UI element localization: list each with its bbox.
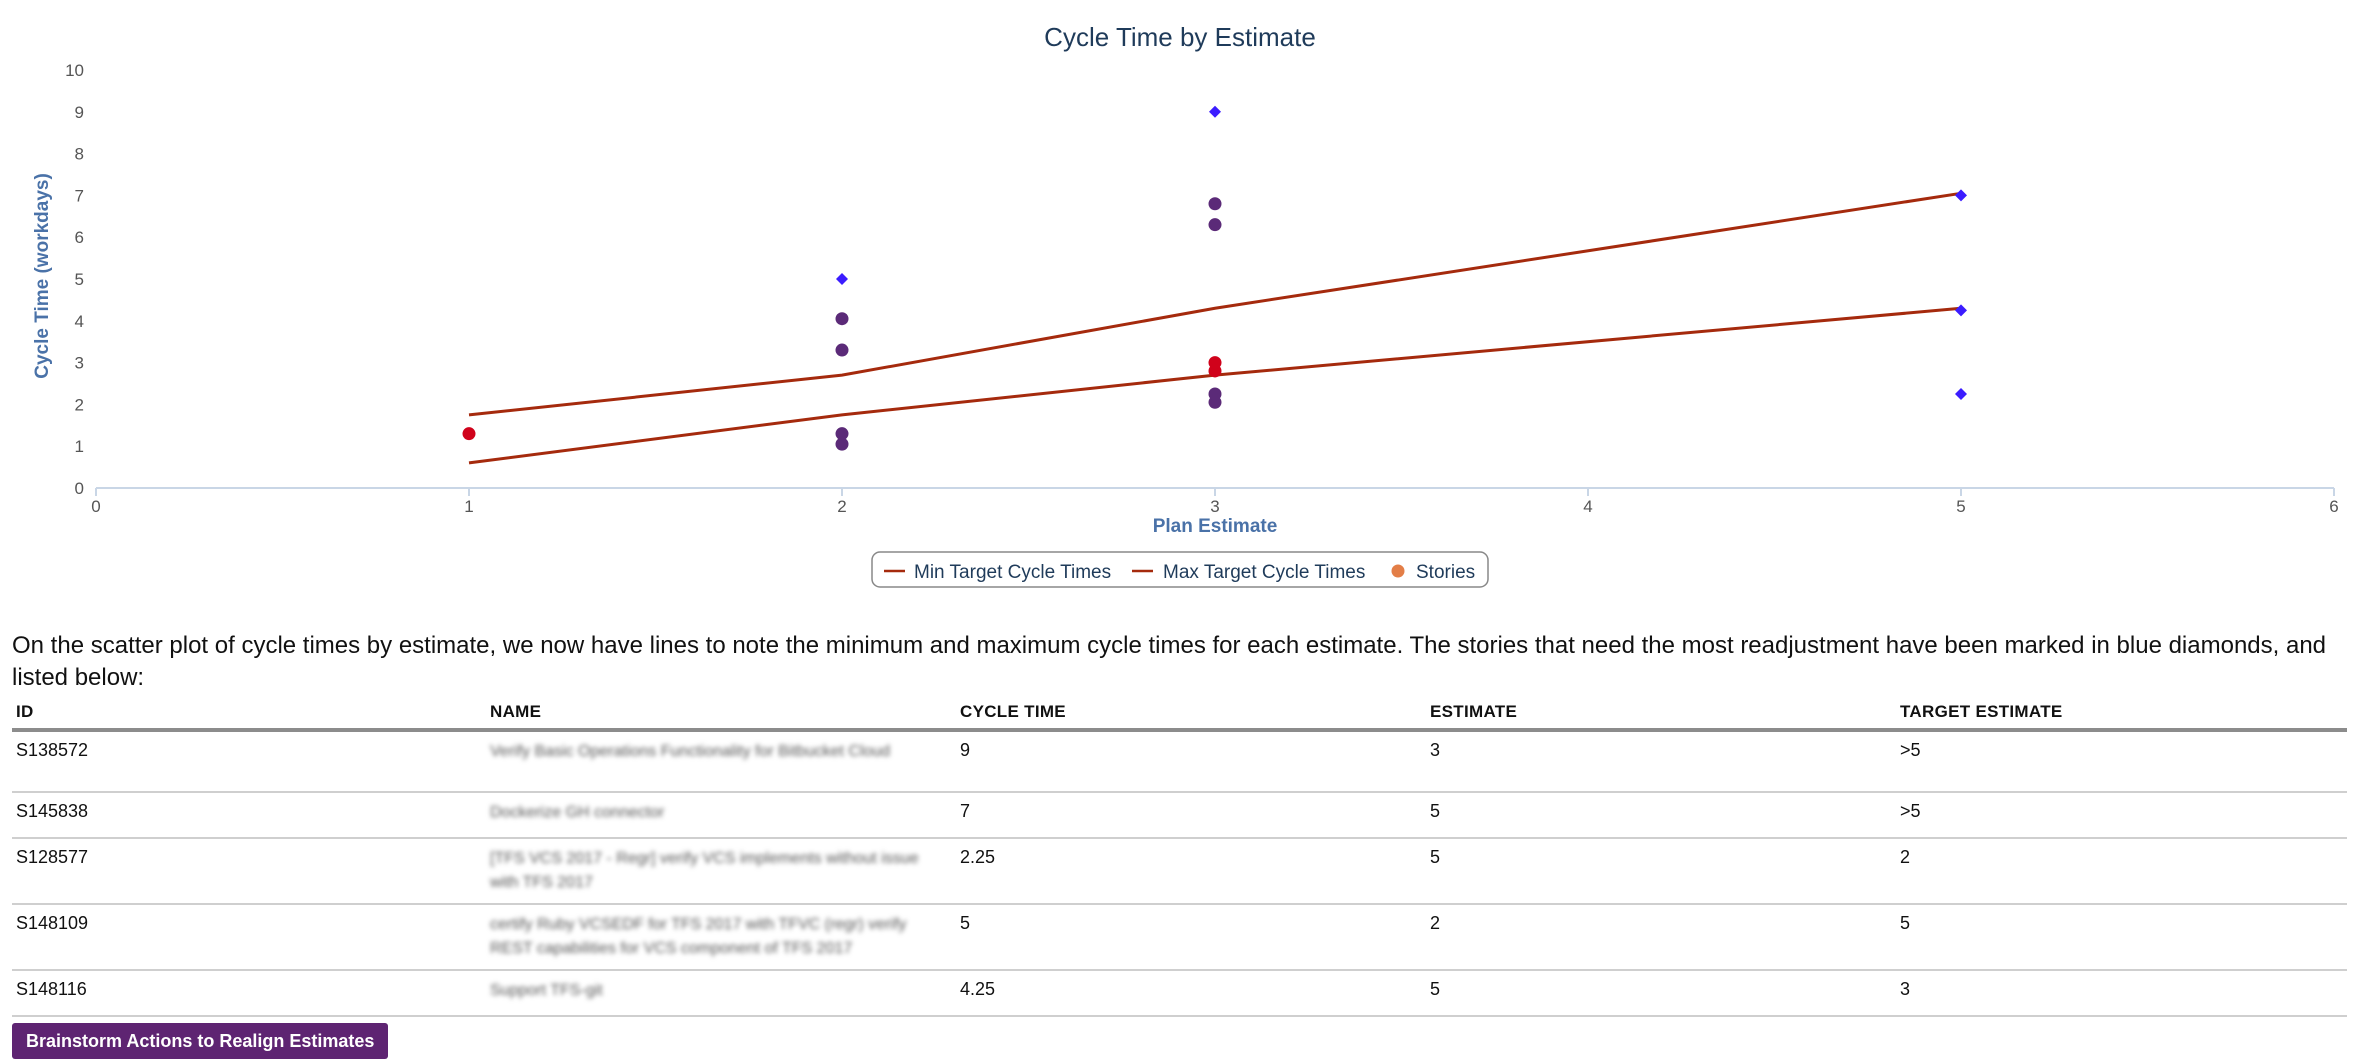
row-estimate: 5 bbox=[1426, 970, 1896, 1017]
chart-description: On the scatter plot of cycle times by es… bbox=[12, 632, 2327, 691]
x-tick-label: 0 bbox=[91, 497, 100, 516]
chart-title: Cycle Time by Estimate bbox=[1044, 22, 1316, 52]
col-cycle-header: CYCLE TIME bbox=[956, 696, 1426, 732]
row-cycle-time: 9 bbox=[956, 730, 1426, 793]
story-point-diamond[interactable] bbox=[1955, 189, 1967, 202]
story-point[interactable] bbox=[835, 437, 849, 451]
y-tick-label: 3 bbox=[75, 354, 84, 373]
row-name: [TFS VCS 2017 - Regr] verify VCS impleme… bbox=[486, 838, 956, 905]
row-id: S128577 bbox=[12, 838, 486, 905]
x-tick-label: 6 bbox=[2329, 497, 2338, 516]
y-tick-label: 0 bbox=[75, 479, 84, 498]
x-tick-label: 4 bbox=[1583, 497, 1592, 516]
story-point-diamond[interactable] bbox=[1955, 304, 1967, 317]
row-estimate: 5 bbox=[1426, 838, 1896, 905]
x-tick-label: 3 bbox=[1210, 497, 1219, 516]
target-lines bbox=[468, 191, 1962, 465]
y-axis: 0 1 2 3 4 5 6 7 8 9 10 bbox=[65, 61, 84, 498]
story-point[interactable] bbox=[835, 312, 849, 326]
legend-stories-dot-icon bbox=[1391, 564, 1405, 578]
story-point[interactable] bbox=[1208, 218, 1222, 232]
story-point-diamond[interactable] bbox=[1955, 387, 1967, 400]
row-cycle-time: 7 bbox=[956, 792, 1426, 839]
y-tick-label: 8 bbox=[75, 145, 84, 164]
row-cycle-time: 4.25 bbox=[956, 970, 1426, 1017]
col-id-header: ID bbox=[12, 696, 486, 732]
row-target-estimate: 3 bbox=[1896, 970, 2347, 1017]
row-id: S138572 bbox=[12, 730, 486, 793]
y-tick-label: 5 bbox=[75, 270, 84, 289]
row-id: S148116 bbox=[12, 970, 486, 1017]
table-row: S148116 Support TFS-git 4.25 5 3 bbox=[12, 970, 2347, 1017]
x-tick-label: 2 bbox=[837, 497, 846, 516]
row-target-estimate: 5 bbox=[1896, 904, 2347, 971]
row-estimate: 2 bbox=[1426, 904, 1896, 971]
x-axis: 0 1 2 3 4 5 6 bbox=[91, 488, 2339, 516]
x-axis-label: Plan Estimate bbox=[1153, 516, 1278, 537]
max-target-line bbox=[468, 191, 1962, 417]
legend-max-label: Max Target Cycle Times bbox=[1163, 562, 1365, 583]
y-tick-label: 4 bbox=[75, 312, 84, 331]
table-row: S145838 Dockerize GH connector 7 5 >5 bbox=[12, 792, 2347, 839]
y-tick-label: 7 bbox=[75, 186, 84, 205]
story-points bbox=[462, 105, 1967, 451]
stories-table: ID NAME CYCLE TIME ESTIMATE TARGET ESTIM… bbox=[12, 696, 2347, 1017]
col-estimate-header: ESTIMATE bbox=[1426, 696, 1896, 732]
story-point[interactable] bbox=[1208, 197, 1222, 211]
story-point[interactable] bbox=[1208, 356, 1222, 370]
row-cycle-time: 2.25 bbox=[956, 838, 1426, 905]
row-name: Dockerize GH connector bbox=[486, 792, 956, 839]
y-tick-label: 2 bbox=[75, 395, 84, 414]
x-tick-label: 1 bbox=[464, 497, 473, 516]
legend-stories-label: Stories bbox=[1416, 562, 1475, 583]
row-name: certify Ruby VCSEDF for TFS 2017 with TF… bbox=[486, 904, 956, 971]
row-estimate: 3 bbox=[1426, 730, 1896, 793]
story-point[interactable] bbox=[835, 343, 849, 357]
row-cycle-time: 5 bbox=[956, 904, 1426, 971]
table-row: S138572 Verify Basic Operations Function… bbox=[12, 730, 2347, 793]
story-point-diamond[interactable] bbox=[836, 273, 848, 285]
x-tick-label: 5 bbox=[1956, 497, 1965, 516]
story-point[interactable] bbox=[1208, 387, 1222, 401]
row-name: Verify Basic Operations Functionality fo… bbox=[486, 730, 956, 793]
y-tick-label: 6 bbox=[75, 228, 84, 247]
row-estimate: 5 bbox=[1426, 792, 1896, 839]
row-target-estimate: >5 bbox=[1896, 792, 2347, 839]
row-target-estimate: >5 bbox=[1896, 730, 2347, 793]
y-tick-label: 9 bbox=[75, 103, 84, 122]
y-tick-label: 1 bbox=[75, 437, 84, 456]
min-target-line bbox=[468, 306, 1962, 465]
row-target-estimate: 2 bbox=[1896, 838, 2347, 905]
y-tick-label: 10 bbox=[65, 61, 84, 80]
story-point-diamond[interactable] bbox=[1209, 105, 1221, 118]
row-id: S148109 bbox=[12, 904, 486, 971]
row-name: Support TFS-git bbox=[486, 970, 956, 1017]
chart-legend: Min Target Cycle Times Max Target Cycle … bbox=[871, 551, 1489, 588]
y-axis-label: Cycle Time (workdays) bbox=[32, 173, 53, 379]
story-point[interactable] bbox=[835, 427, 849, 441]
row-id: S145838 bbox=[12, 792, 486, 839]
col-target-header: TARGET ESTIMATE bbox=[1896, 696, 2347, 732]
table-row: S128577 [TFS VCS 2017 - Regr] verify VCS… bbox=[12, 838, 2347, 905]
brainstorm-actions-button[interactable]: Brainstorm Actions to Realign Estimates bbox=[12, 1023, 389, 1059]
legend-box bbox=[871, 551, 1489, 588]
table-row: S148109 certify Ruby VCSEDF for TFS 2017… bbox=[12, 904, 2347, 971]
story-point[interactable] bbox=[462, 427, 476, 441]
table-header-row: ID NAME CYCLE TIME ESTIMATE TARGET ESTIM… bbox=[12, 696, 2347, 732]
col-name-header: NAME bbox=[486, 696, 956, 732]
legend-min-label: Min Target Cycle Times bbox=[914, 562, 1111, 583]
